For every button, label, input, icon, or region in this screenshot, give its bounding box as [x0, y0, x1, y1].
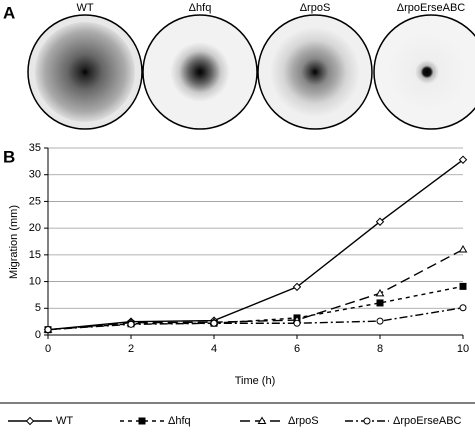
y-tick-label: 35: [29, 142, 41, 154]
y-tick-label: 20: [29, 222, 41, 234]
marker: [44, 326, 52, 334]
marker: [458, 155, 468, 164]
y-tick-label: 30: [29, 169, 41, 181]
marker: [292, 282, 302, 292]
marker: [459, 304, 467, 312]
x-tick-label: 6: [294, 343, 300, 355]
legend-label: Δhfq: [168, 415, 191, 427]
swarm: [387, 32, 467, 112]
legend-marker: [363, 417, 371, 425]
swarm: [270, 27, 360, 117]
series-line: [47, 159, 464, 331]
y-tick-label: 25: [29, 195, 41, 207]
series-line: [47, 307, 464, 331]
legend-label: ΔrpoS: [288, 415, 319, 427]
y-tick-label: 0: [35, 329, 41, 341]
plates: [27, 14, 475, 130]
marker: [127, 320, 135, 328]
series-line: [47, 285, 464, 331]
x-axis-label: Time (h): [235, 375, 276, 387]
y-axis-label: Migration (mm): [8, 205, 20, 279]
panel-label: B: [3, 147, 15, 166]
plate-label: WT: [76, 2, 93, 14]
legend-marker: [138, 417, 146, 425]
marker: [376, 299, 384, 307]
y-tick-label: 5: [35, 302, 41, 314]
legend-label: ΔrpoErseABC: [393, 415, 462, 427]
legend-label: WT: [56, 415, 73, 427]
y-tick-label: 10: [29, 275, 41, 287]
marker: [210, 319, 218, 327]
marker: [376, 317, 384, 325]
swarm: [35, 22, 135, 122]
x-tick-label: 8: [377, 343, 383, 355]
plate-label: Δhfq: [189, 2, 212, 14]
legend-marker: [25, 416, 35, 426]
marker: [375, 288, 385, 297]
marker: [458, 245, 468, 253]
marker: [293, 319, 301, 327]
plate-label: ΔrpoS: [300, 2, 331, 14]
panel-label: A: [3, 3, 15, 22]
x-tick-label: 4: [211, 343, 217, 355]
x-tick-label: 0: [45, 343, 51, 355]
marker: [375, 217, 385, 226]
x-tick-label: 10: [457, 343, 469, 355]
series-line: [47, 248, 464, 331]
legend-marker: [257, 416, 267, 424]
marker: [459, 282, 467, 290]
x-tick-label: 2: [128, 343, 134, 355]
plate-label: ΔrpoErseABC: [397, 2, 466, 14]
swarm: [170, 42, 230, 102]
y-tick-label: 15: [29, 249, 41, 261]
